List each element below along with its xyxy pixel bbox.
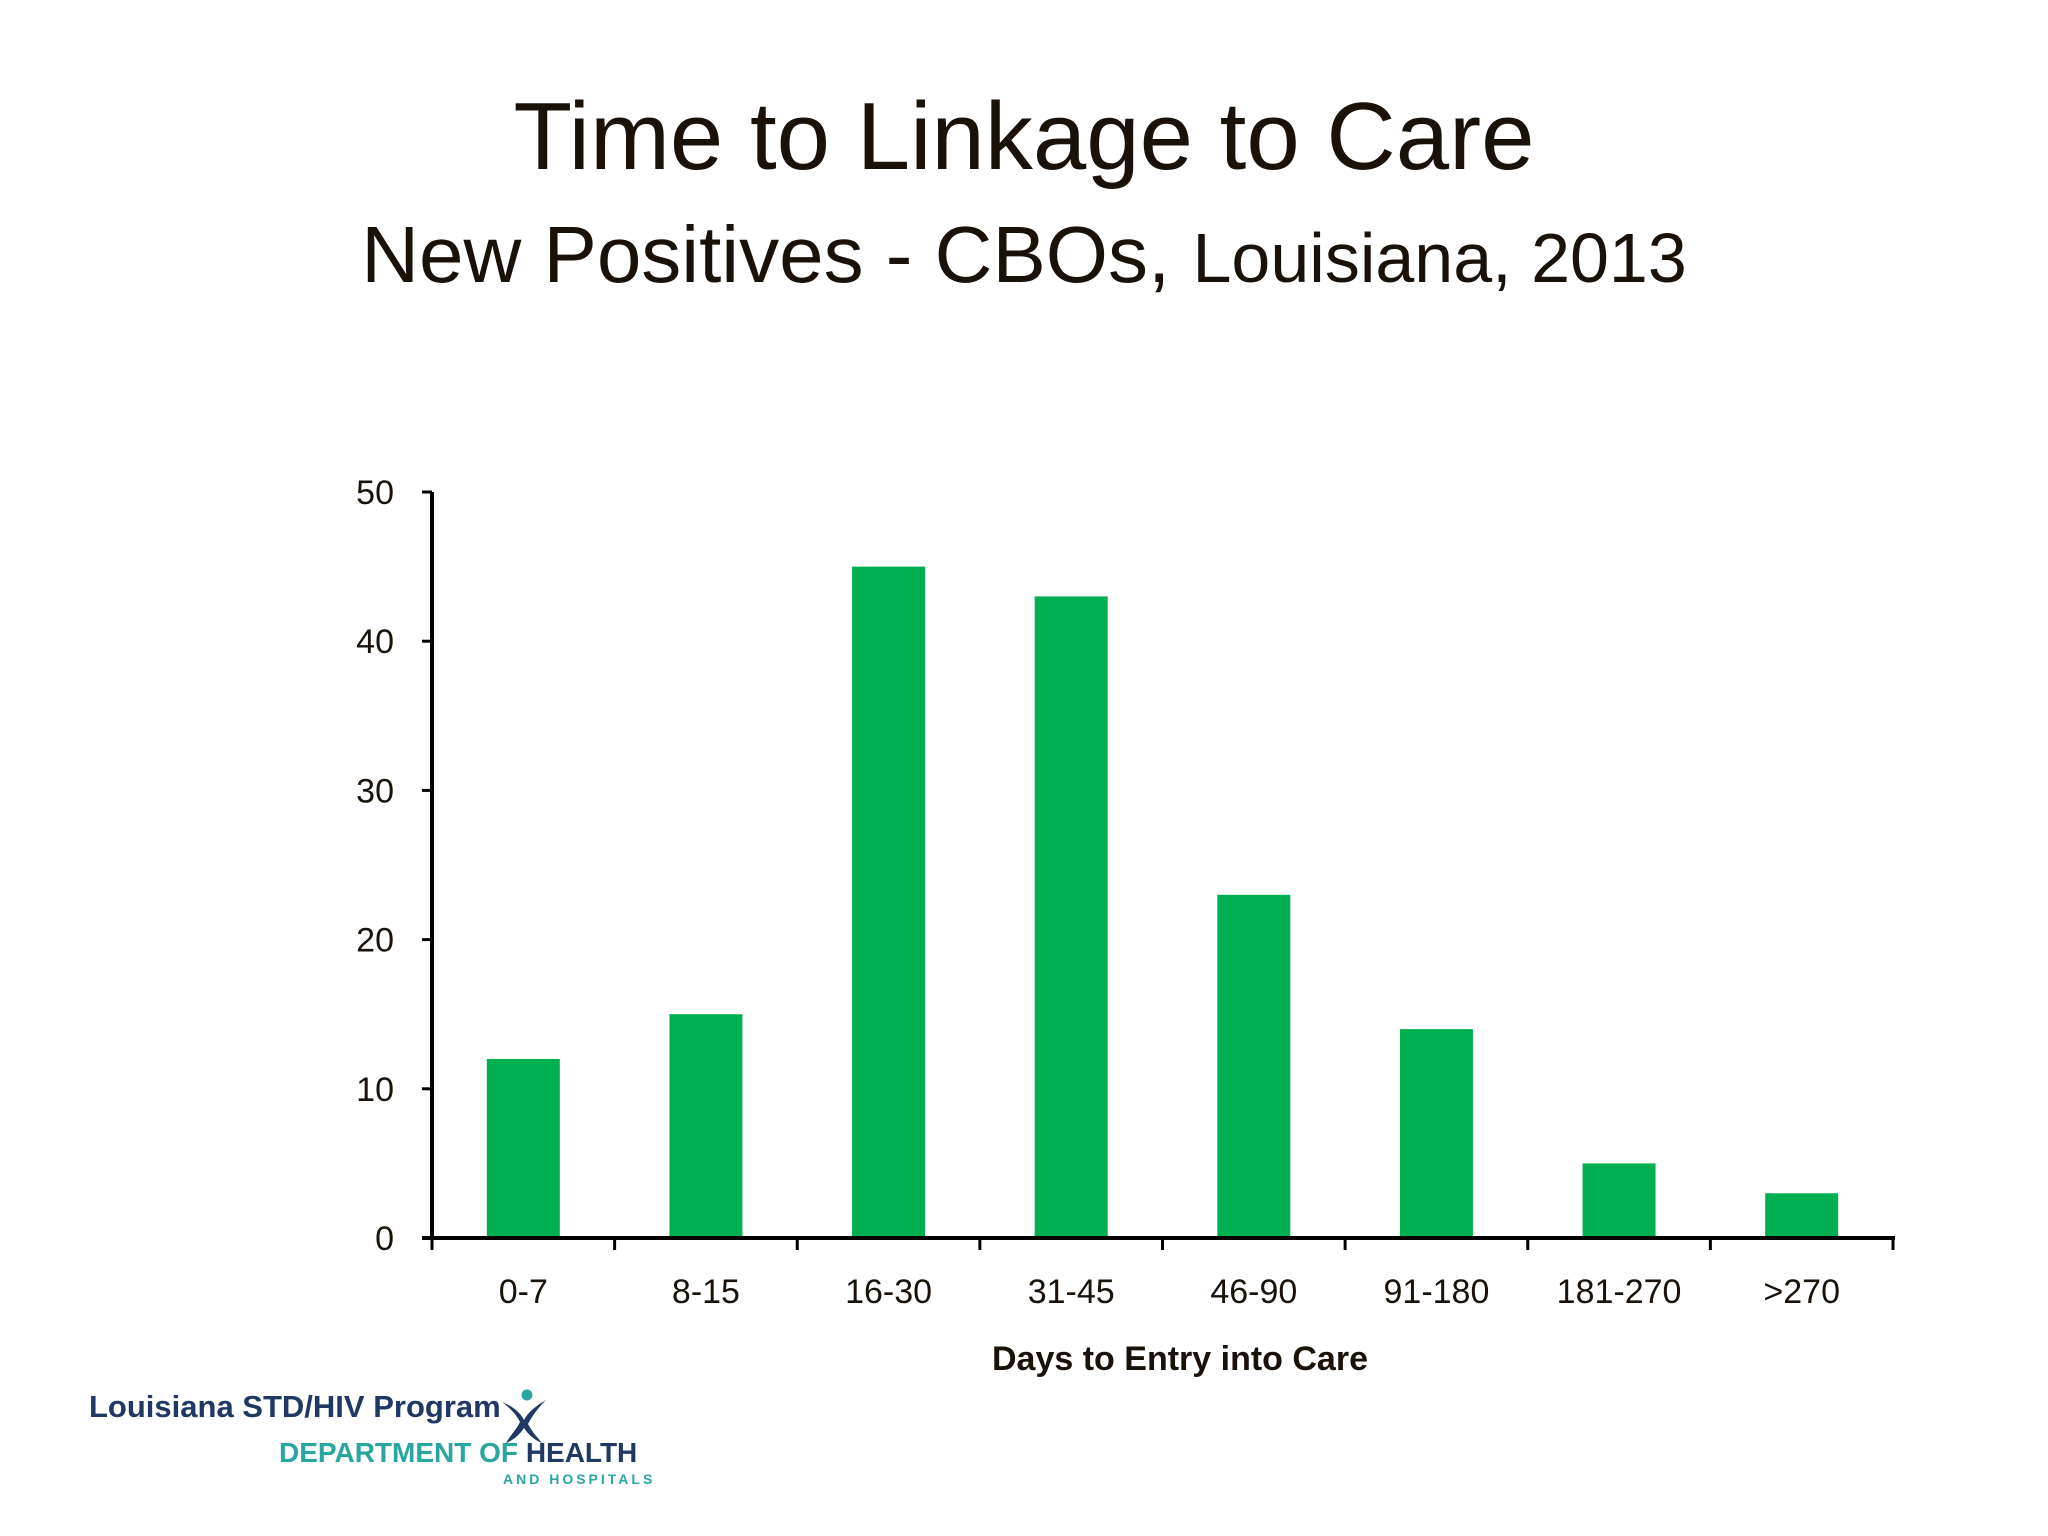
y-tick-label-40: 40: [356, 623, 394, 661]
bar-181-270: [1582, 1163, 1656, 1238]
footer-dept-prefix: DEPARTMENT OF: [279, 1437, 526, 1468]
x-tick-label-31-45: 31-45: [1028, 1273, 1115, 1311]
x-tick-label-91-180: 91-180: [1384, 1273, 1490, 1311]
bar->270: [1765, 1193, 1839, 1238]
dhh-figure-logo-icon: [502, 1389, 546, 1443]
x-tick-label-16-30: 16-30: [845, 1273, 932, 1311]
bar-31-45: [1034, 596, 1108, 1238]
x-tick-label-0-7: 0-7: [499, 1273, 548, 1311]
x-axis-title: Days to Entry into Care: [992, 1340, 1368, 1378]
footer-department: DEPARTMENT OF HEALTH: [279, 1437, 637, 1469]
slide-subtitle: New Positives - CBOs, Louisiana, 2013: [0, 205, 2048, 308]
bar-91-180: [1399, 1029, 1473, 1238]
bar-0-7: [486, 1058, 560, 1238]
y-tick-label-50: 50: [356, 474, 394, 512]
x-tick-label-181-270: 181-270: [1557, 1273, 1682, 1311]
subtitle-main: New Positives - CBOs,: [361, 210, 1171, 299]
bar-16-30: [852, 566, 926, 1238]
y-tick-label-20: 20: [356, 922, 394, 960]
bar-8-15: [669, 1014, 743, 1238]
footer-dept-sub: AND HOSPITALS: [503, 1471, 656, 1487]
subtitle-rest: Louisiana, 2013: [1192, 219, 1687, 297]
y-tick-label-30: 30: [356, 772, 394, 810]
y-tick-label-10: 10: [356, 1071, 394, 1109]
bar-46-90: [1217, 894, 1291, 1238]
x-tick-label-8-15: 8-15: [672, 1273, 740, 1311]
footer-dept-health: HEALTH: [525, 1437, 638, 1468]
y-tick-label-0: 0: [375, 1220, 394, 1258]
x-tick-label-46-90: 46-90: [1210, 1273, 1297, 1311]
slide-title: Time to Linkage to Care: [513, 83, 1535, 190]
footer-program-name: Louisiana STD/HIV Program: [89, 1389, 501, 1424]
x-tick-label->270: >270: [1763, 1273, 1840, 1311]
